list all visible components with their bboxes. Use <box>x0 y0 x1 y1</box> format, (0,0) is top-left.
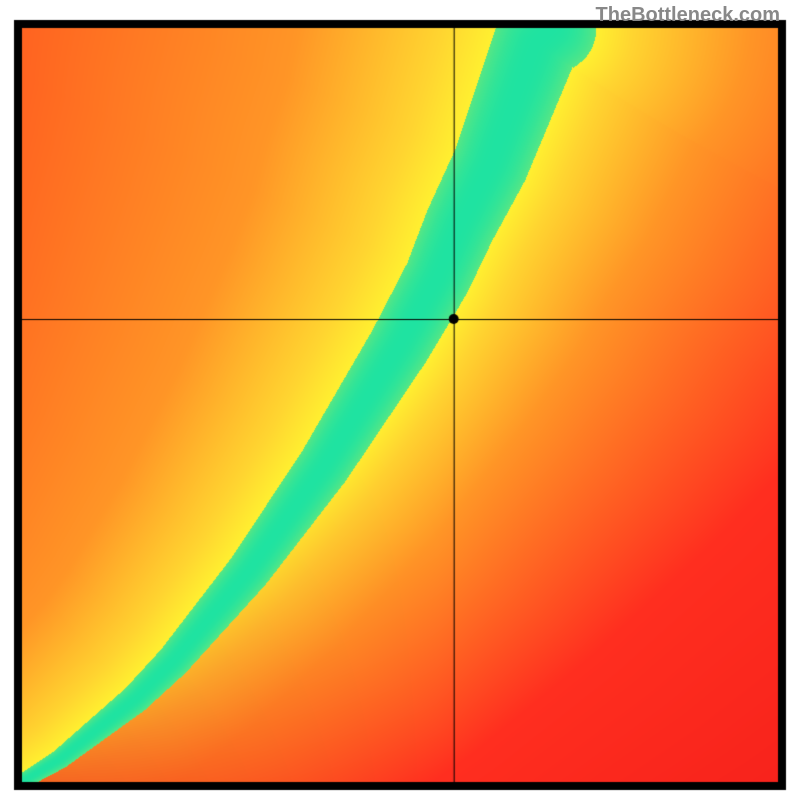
watermark-text: TheBottleneck.com <box>596 4 780 27</box>
bottleneck-heatmap <box>0 0 800 800</box>
